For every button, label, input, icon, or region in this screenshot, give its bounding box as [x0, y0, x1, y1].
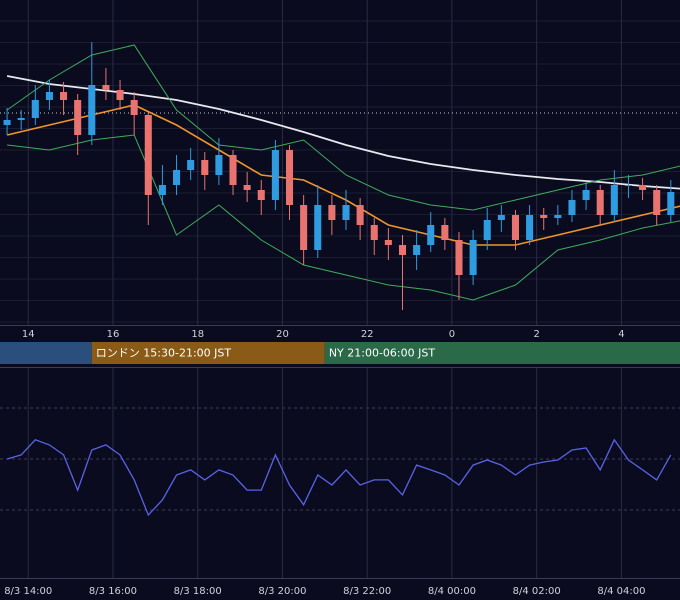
- candle-body: [74, 100, 82, 135]
- oscillator-panel: [0, 368, 680, 578]
- candle-body: [116, 90, 124, 100]
- x-tick-label: 8/3 20:00: [258, 586, 306, 597]
- candle-body: [667, 192, 675, 215]
- x-tick-label: 8/3 14:00: [4, 586, 52, 597]
- candle-body: [497, 215, 505, 220]
- candle-body: [610, 185, 618, 215]
- candle-body: [158, 185, 166, 195]
- x-tick-label: 8/4 04:00: [597, 586, 645, 597]
- candle-body: [596, 190, 604, 215]
- x-tick-label: 2: [533, 329, 539, 340]
- x-tick-label: 16: [107, 329, 120, 340]
- candle-body: [356, 205, 364, 225]
- candle-body: [144, 115, 152, 195]
- indicator-line: [7, 134, 680, 301]
- candle-body: [526, 215, 534, 240]
- candle-body: [342, 205, 350, 220]
- candle-body: [285, 150, 294, 205]
- candle-body: [201, 160, 209, 175]
- candle-body: [540, 215, 548, 218]
- session-bar: [91, 342, 325, 364]
- candle-body: [229, 155, 237, 185]
- candle-body: [511, 215, 520, 240]
- x-tick-label: 14: [22, 329, 35, 340]
- candle-body: [314, 205, 322, 250]
- session-label: ロンドン 15:30-21:00 JST: [96, 347, 232, 360]
- candle-body: [653, 190, 661, 215]
- candle-body: [370, 225, 378, 240]
- session-label: NY 21:00-06:00 JST: [329, 347, 436, 360]
- x-tick-label: 20: [276, 329, 289, 340]
- x-tick-label: 8/4 02:00: [513, 586, 561, 597]
- candle-body: [398, 245, 407, 255]
- candle-body: [31, 100, 39, 118]
- candle-body: [243, 185, 251, 190]
- x-tick-label: 8/3 22:00: [343, 586, 391, 597]
- candle-body: [187, 160, 195, 170]
- indicator-line: [6, 44, 680, 211]
- session-bar: [0, 342, 92, 364]
- candle-body: [102, 85, 110, 90]
- candle-body: [427, 225, 435, 245]
- oscillator-line: [6, 438, 672, 517]
- x-tick-label: 22: [361, 329, 374, 340]
- candle-body: [413, 245, 421, 255]
- candle-body: [639, 185, 647, 190]
- candle-body: [88, 85, 96, 135]
- candle-body: [483, 220, 491, 240]
- candle-body: [60, 92, 68, 100]
- session-bar: [324, 342, 680, 364]
- candle-body: [17, 118, 25, 120]
- candle-body: [469, 240, 477, 275]
- price-panel: [0, 0, 680, 325]
- x-tick-label: 0: [449, 329, 455, 340]
- candle-body: [300, 205, 308, 250]
- candle-body: [384, 240, 392, 245]
- candle-body: [568, 200, 576, 215]
- x-tick-label: 8/4 00:00: [428, 586, 476, 597]
- candle-body: [215, 155, 223, 175]
- candle-body: [554, 215, 562, 218]
- candle-body: [582, 190, 590, 200]
- candle-body: [257, 190, 265, 200]
- candle-body: [3, 120, 11, 125]
- candle-body: [173, 170, 181, 185]
- candle-body: [441, 225, 449, 240]
- candle-body: [624, 185, 632, 186]
- price-axis: 14 16 18 20 22 0 2 4 ロンドン 15:30-21:00 JST NY 21:0…: [0, 325, 680, 364]
- candle-body: [130, 100, 138, 115]
- x-tick-label: 8/3 18:00: [174, 586, 222, 597]
- oscillator-axis: 8/3 14:00 8/3 16:00 8/3 18:00 8/3 20:00 8/3 …: [0, 367, 680, 597]
- candle-body: [271, 150, 279, 200]
- candle-body: [455, 240, 463, 275]
- x-tick-label: 8/3 16:00: [89, 586, 137, 597]
- candle-body: [45, 92, 53, 100]
- x-tick-label: 18: [191, 329, 204, 340]
- candle-body: [328, 205, 336, 220]
- x-tick-label: 4: [618, 329, 624, 340]
